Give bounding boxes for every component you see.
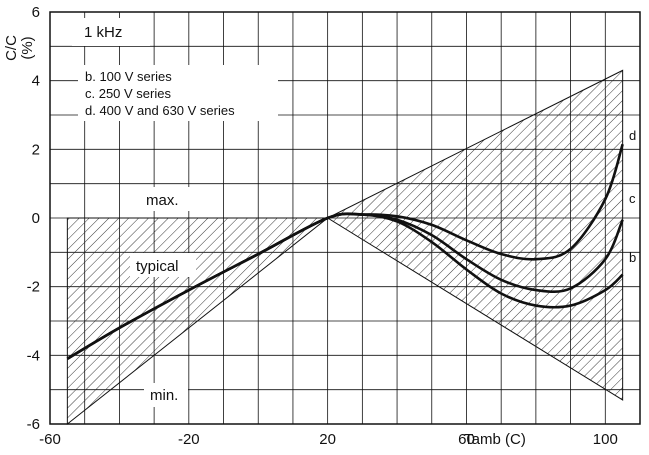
annotation-max-bg bbox=[140, 187, 192, 211]
x-tick-label: 60 bbox=[458, 431, 475, 448]
x-axis-label: Tamb (C) bbox=[464, 431, 526, 448]
series-label-d: d bbox=[629, 128, 636, 143]
x-tick-label: -20 bbox=[178, 431, 200, 448]
tolerance-envelope bbox=[66, 69, 624, 426]
y-tick-label: -4 bbox=[27, 347, 40, 364]
series-lines bbox=[66, 143, 624, 360]
legend: b. 100 V series c. 250 V series d. 400 V… bbox=[78, 65, 278, 121]
x-tick-label: 20 bbox=[319, 431, 336, 448]
y-axis-label: C/C bbox=[3, 35, 20, 61]
x-tick-label: 100 bbox=[593, 431, 618, 448]
frequency-label-bg bbox=[72, 18, 150, 46]
y-tick-label: 2 bbox=[32, 141, 40, 158]
y-tick-label: 0 bbox=[32, 210, 40, 227]
legend-entry-c: c. 250 V series bbox=[85, 86, 171, 101]
y-tick-label: -6 bbox=[27, 416, 40, 433]
series-line-d bbox=[66, 143, 624, 360]
series-label-c: c bbox=[629, 191, 636, 206]
x-tick-label: -60 bbox=[39, 431, 61, 448]
annotation-typical-bg bbox=[130, 253, 196, 277]
frequency-label: 1 kHz bbox=[84, 24, 122, 41]
tolerance-band bbox=[66, 69, 624, 426]
y-tick-label: -2 bbox=[27, 279, 40, 296]
y-tick-label: 4 bbox=[32, 73, 40, 90]
legend-entry-b: b. 100 V series bbox=[85, 69, 172, 84]
y-axis-unit: (%) bbox=[19, 36, 36, 59]
legend-entry-d: d. 400 V and 630 V series bbox=[85, 103, 235, 118]
y-tick-label: 6 bbox=[32, 4, 40, 21]
annotation-min: min. bbox=[150, 387, 178, 404]
annotation-max: max. bbox=[146, 192, 179, 209]
series-label-b: b bbox=[629, 250, 636, 265]
plot-frame bbox=[49, 11, 641, 425]
legend-bg bbox=[78, 65, 278, 121]
annotation-min-bg bbox=[144, 383, 188, 407]
annotation-typical: typical bbox=[136, 258, 179, 275]
